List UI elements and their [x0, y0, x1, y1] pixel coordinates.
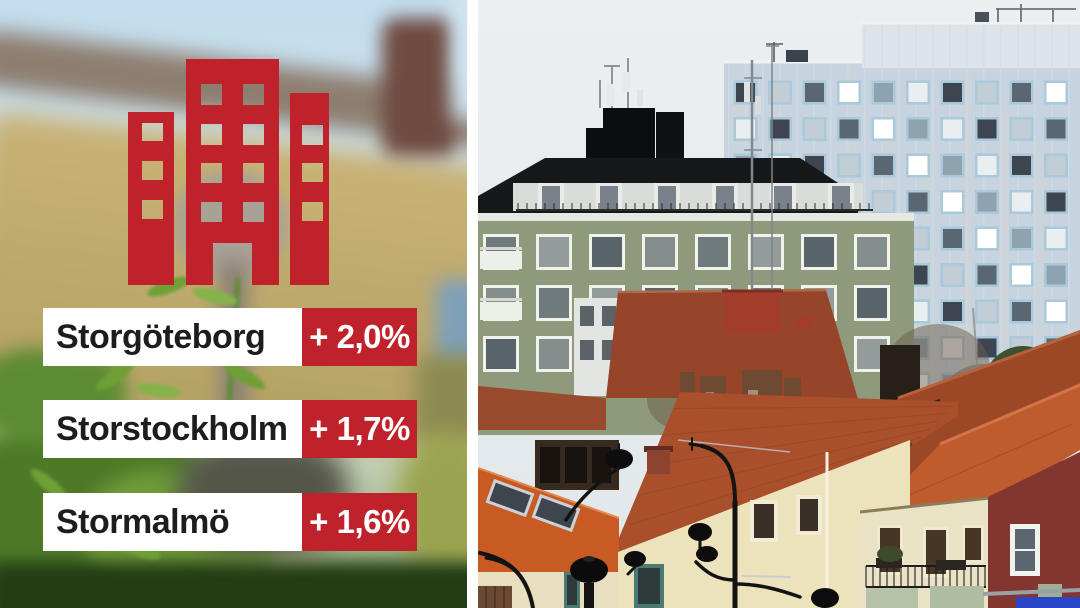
street-lamps [478, 437, 839, 608]
main-tiled-roof [608, 392, 958, 564]
penthouse-details [516, 183, 873, 211]
region-label: Stormalmö [43, 493, 302, 551]
stat-rows: Storgöteborg + 2,0% Storstockholm + 1,7%… [43, 308, 417, 551]
red-roof-cabin [725, 291, 780, 333]
small-brick-chimney [647, 450, 670, 474]
city-photo [478, 0, 1080, 608]
lamp-head [605, 449, 633, 469]
rooftop-antennas [586, 44, 779, 332]
lamp-head [624, 551, 646, 567]
blurred-olive-bokeh [416, 356, 467, 442]
stats-panel: Storgöteborg + 2,0% Storstockholm + 1,7%… [0, 0, 467, 608]
region-label: Storgöteborg [43, 308, 302, 366]
balcony-front [866, 588, 918, 608]
planter [876, 558, 902, 568]
right-front-roof [860, 383, 1080, 527]
blurred-chimney [382, 18, 456, 156]
metal-rail [982, 588, 1080, 596]
lamp-head [696, 546, 718, 562]
apartment-buildings-icon [128, 59, 329, 285]
skylight [485, 478, 581, 533]
stat-row-storstockholm: Storstockholm + 1,7% [43, 400, 417, 458]
houses [478, 440, 1080, 608]
balcony-front [930, 586, 984, 608]
stat-row-storgoteborg: Storgöteborg + 2,0% [43, 308, 417, 366]
highrise-rooftop-pipes [996, 4, 1076, 22]
price-change-value: + 2,0% [302, 308, 417, 366]
lamp-head [688, 523, 712, 541]
roof-texture [628, 405, 954, 526]
city-photo-svg [478, 0, 1080, 608]
lamp-head [811, 588, 839, 608]
blurred-sky-patch [452, 0, 467, 120]
blurred-dark-foliage [0, 562, 467, 608]
panel-divider [467, 0, 478, 608]
price-change-value: + 1,6% [302, 493, 417, 551]
snow-rail [677, 439, 791, 453]
blurred-window [436, 280, 467, 364]
lamp-head [570, 557, 608, 583]
blue-sign [1016, 597, 1080, 608]
price-change-value: + 1,7% [302, 400, 417, 458]
stat-row-stormalmo: Stormalmö + 1,6% [43, 493, 417, 551]
planter [936, 560, 966, 570]
region-label: Storstockholm [43, 400, 302, 458]
